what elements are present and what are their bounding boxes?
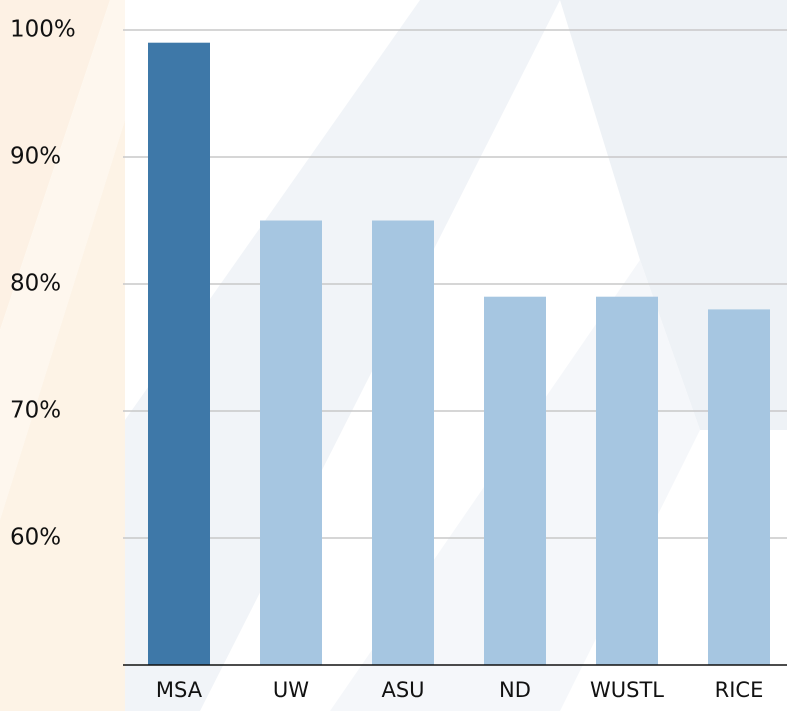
y-tick-label: 100% <box>10 17 76 43</box>
x-tick-label: WUSTL <box>590 678 664 702</box>
bar <box>708 309 770 665</box>
y-tick-label: 90% <box>10 144 61 170</box>
x-tick-label: MSA <box>156 678 203 702</box>
y-tick-label: 80% <box>10 271 61 297</box>
x-tick-label: ND <box>499 678 531 702</box>
y-tick-label: 60% <box>10 525 61 551</box>
x-tick-label: ASU <box>381 678 424 702</box>
bar <box>596 296 658 665</box>
bar <box>260 220 322 665</box>
y-tick-label: 70% <box>10 398 61 424</box>
bar <box>484 296 546 665</box>
bar <box>148 42 210 665</box>
x-tick-label: UW <box>273 678 309 702</box>
x-tick-label: RICE <box>715 678 764 702</box>
bar <box>372 220 434 665</box>
